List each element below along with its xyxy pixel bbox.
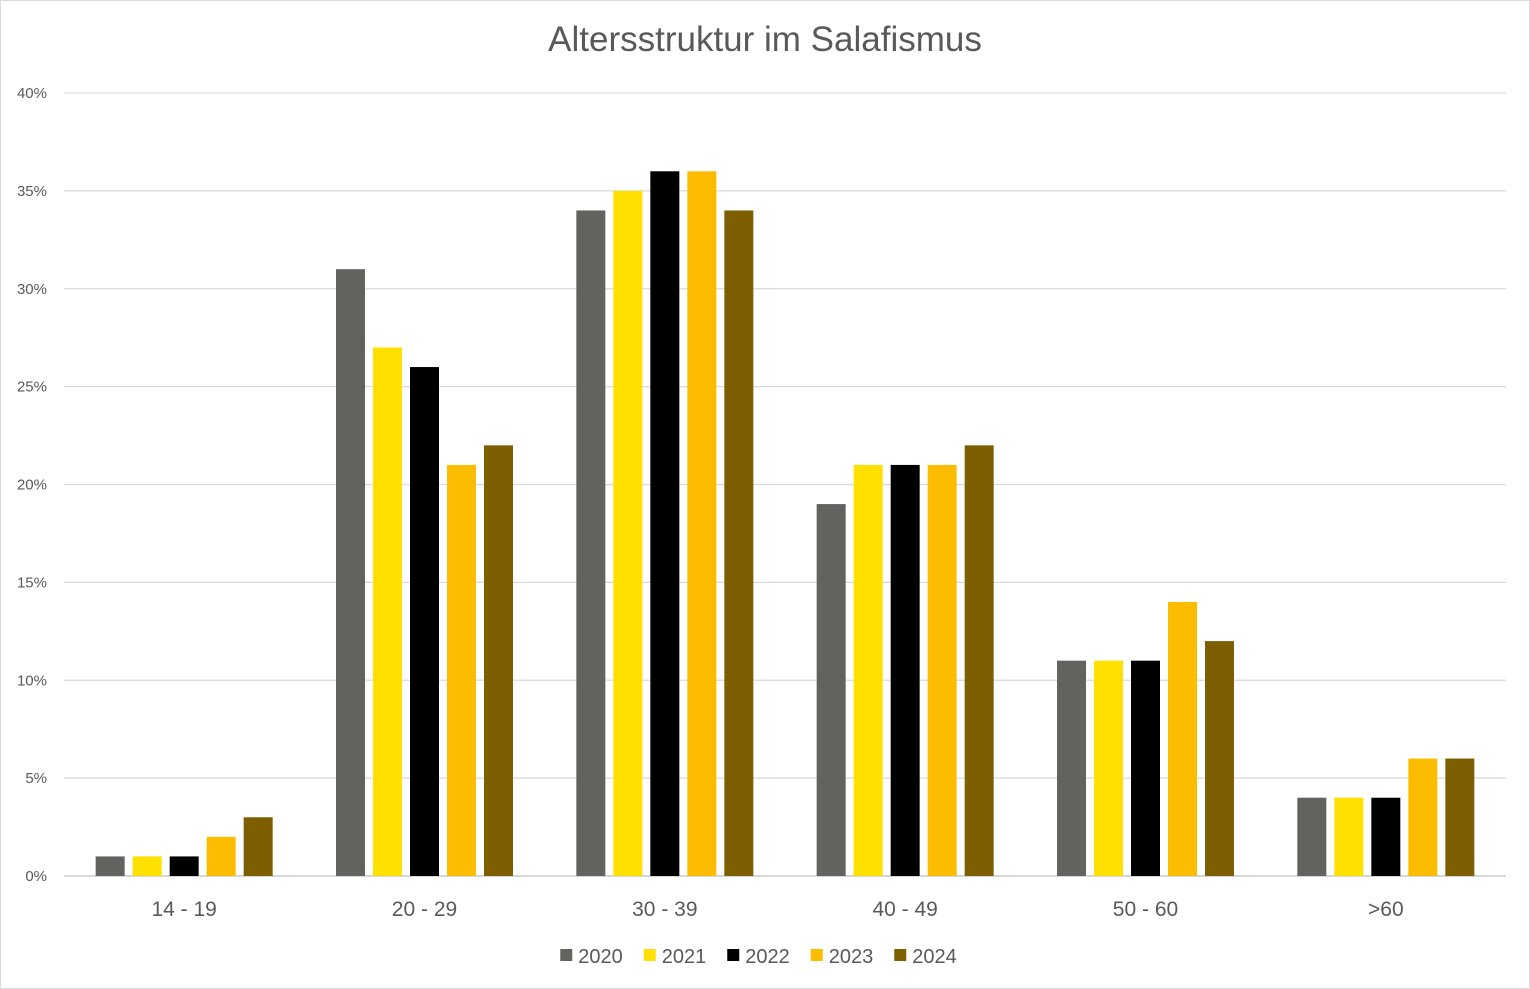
- bar-2023-5: [1408, 758, 1438, 876]
- bar-2022-4: [1131, 660, 1160, 876]
- bar-2024-3: [964, 445, 994, 876]
- legend-swatch-2021: [643, 949, 656, 961]
- y-tick-label: 10%: [17, 672, 47, 689]
- legend: 2020 2021 2022 2023 2024: [560, 946, 957, 968]
- bars: [95, 171, 1475, 877]
- x-axis-ticks: 14 - 19 20 - 29 30 - 39 40 - 49 50 - 60 >60: [151, 898, 1403, 921]
- y-tick-label: 30%: [17, 281, 47, 298]
- x-tick-label: 14 - 19: [151, 898, 216, 921]
- bar-2020-0: [95, 856, 125, 876]
- x-tick-label: 40 - 49: [872, 898, 937, 921]
- bar-2021-2: [613, 190, 643, 876]
- bar-2024-1: [484, 445, 513, 876]
- x-tick-label: >60: [1368, 898, 1404, 921]
- x-tick-label: 50 - 60: [1113, 898, 1178, 921]
- y-tick-label: 40%: [17, 85, 47, 102]
- y-tick-label: 15%: [17, 574, 47, 591]
- bar-2023-0: [206, 836, 236, 876]
- legend-swatch-2020: [560, 949, 573, 961]
- legend-label: 2021: [662, 946, 707, 968]
- legend-swatch-2024: [894, 949, 907, 961]
- y-tick-label: 5%: [25, 770, 47, 787]
- bar-2024-5: [1445, 758, 1475, 876]
- legend-label: 2023: [829, 946, 874, 968]
- bar-2021-3: [853, 464, 883, 876]
- legend-label: 2020: [578, 946, 623, 968]
- bar-2020-5: [1297, 797, 1327, 876]
- bar-2021-0: [132, 856, 162, 876]
- legend-label: 2022: [745, 946, 790, 968]
- bar-2020-1: [336, 269, 365, 876]
- bar-2022-2: [650, 171, 680, 877]
- bar-2023-4: [1168, 601, 1197, 876]
- y-tick-label: 0%: [25, 868, 47, 885]
- y-tick-label: 35%: [17, 183, 47, 200]
- bar-2024-2: [724, 210, 754, 876]
- bar-2023-1: [447, 464, 476, 876]
- bar-2024-4: [1205, 641, 1234, 876]
- bar-2020-4: [1057, 660, 1086, 876]
- bar-2020-2: [576, 210, 606, 876]
- x-tick-label: 30 - 39: [632, 898, 697, 921]
- bar-2020-3: [816, 504, 846, 876]
- bar-2022-3: [890, 464, 920, 876]
- bar-2023-2: [687, 171, 717, 877]
- chart-title: Altersstruktur im Salafismus: [548, 20, 982, 59]
- y-axis-ticks: 0% 5% 10% 15% 20% 25% 30% 35% 40%: [17, 85, 47, 885]
- bar-2022-1: [410, 367, 439, 876]
- y-tick-label: 25%: [17, 379, 47, 396]
- bar-2021-5: [1334, 797, 1364, 876]
- x-tick-label: 20 - 29: [392, 898, 457, 921]
- legend-swatch-2023: [810, 949, 823, 961]
- legend-swatch-2022: [727, 949, 740, 961]
- gridlines: [64, 92, 1506, 877]
- bar-2022-5: [1371, 797, 1401, 876]
- bar-2024-0: [243, 817, 273, 876]
- y-tick-label: 20%: [17, 477, 47, 494]
- bar-2022-0: [169, 856, 199, 876]
- bar-2021-1: [373, 347, 402, 877]
- legend-label: 2024: [912, 946, 957, 968]
- bar-2021-4: [1094, 660, 1123, 876]
- bar-2023-3: [927, 464, 957, 876]
